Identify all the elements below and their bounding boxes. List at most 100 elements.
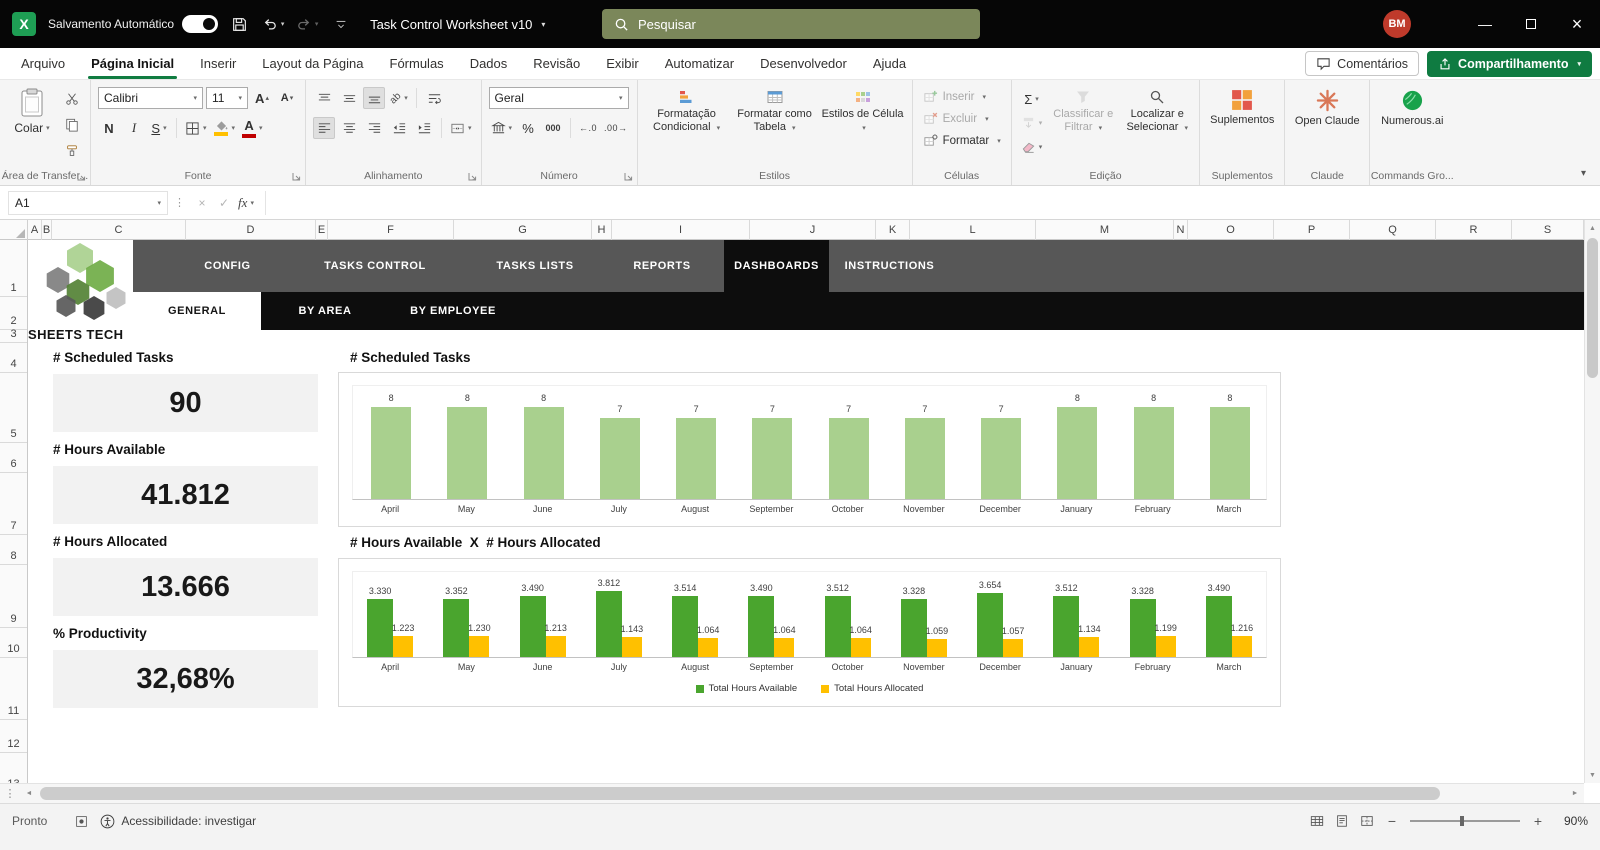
nav-tab-dashboards[interactable]: DASHBOARDS [724,240,829,292]
row-header-3[interactable]: 3 [0,328,27,343]
percent-style-button[interactable]: % [522,120,534,136]
column-header-G[interactable]: G [454,220,592,240]
ribbon-tab-exibir[interactable]: Exibir [606,56,639,71]
merge-center-button[interactable]: ▾ [448,117,474,139]
column-header-B[interactable]: B [42,220,52,240]
maximize-button[interactable] [1508,0,1554,48]
accounting-format-button[interactable]: ▾ [489,117,515,139]
column-header-P[interactable]: P [1274,220,1350,240]
autosave-control[interactable]: Salvamento Automático [48,15,219,33]
column-header-L[interactable]: L [910,220,1036,240]
copy-button[interactable] [61,114,83,136]
alignment-dialog-launcher[interactable] [468,172,477,181]
page-break-view-button[interactable] [1360,814,1374,828]
quick-access-customize-button[interactable] [328,9,354,39]
comments-button[interactable]: Comentários [1305,51,1420,76]
fill-color-button[interactable]: ▾ [212,117,238,139]
conditional-formatting-button[interactable]: Formatação Condicional ▾ [645,86,729,135]
numerous-button[interactable]: Numerous.ai [1377,86,1447,128]
row-header-13[interactable]: 13 [0,753,27,783]
column-header-A[interactable]: A [28,220,42,240]
nav-tab-reports[interactable]: REPORTS [633,260,691,272]
nav-tab-tasks-control[interactable]: TASKS CONTROL [324,260,426,272]
column-header-R[interactable]: R [1436,220,1512,240]
chart-scheduled-tasks[interactable]: 8 8 8 7 7 7 7 7 7 8 8 8 April May June July August Septe… [338,372,1281,527]
format-as-table-button[interactable]: Formatar como Tabela ▾ [733,86,817,135]
borders-button[interactable]: ▾ [183,117,209,139]
font-size-select[interactable]: 11 ▾ [206,87,248,109]
addins-button[interactable]: Suplementos [1207,86,1277,127]
row-header-2[interactable]: 2 [0,297,27,330]
clipboard-dialog-launcher[interactable] [77,172,86,181]
autosave-toggle[interactable] [182,15,219,33]
row-header-12[interactable]: 12 [0,720,27,753]
excel-app-icon[interactable]: X [12,12,36,36]
collapse-ribbon-button[interactable]: ▾ [1580,168,1586,179]
kpi-value-hours-available[interactable]: 41.812 [53,466,318,524]
avatar[interactable]: BM [1383,10,1411,38]
ribbon-tab-arquivo[interactable]: Arquivo [21,56,66,71]
scroll-left-arrow[interactable]: ◄ [25,790,33,797]
ribbon-tab-f-rmulas[interactable]: Fórmulas [389,56,444,71]
italic-button[interactable]: I [131,120,137,135]
align-center-button[interactable] [338,117,360,139]
delete-cells-button[interactable]: Excluir ▾ [920,108,992,129]
vertical-scrollbar-thumb[interactable] [1587,238,1598,378]
align-left-button[interactable] [313,117,335,139]
horizontal-scrollbar[interactable]: ⋮ ◄ ► [0,783,1584,803]
ribbon-tab-desenvolvedor[interactable]: Desenvolvedor [760,56,847,71]
zoom-in-button[interactable]: + [1533,813,1543,829]
grow-font-button[interactable]: A ▴ [251,87,273,109]
column-header-I[interactable]: I [612,220,750,240]
ribbon-tab-automatizar[interactable]: Automatizar [664,56,735,71]
row-header-9[interactable]: 9 [0,565,27,628]
font-dialog-launcher[interactable] [292,172,301,181]
row-header-8[interactable]: 8 [0,535,27,565]
nav-tab-tasks-lists[interactable]: TASKS LISTS [496,260,574,272]
align-bottom-button[interactable] [363,87,385,109]
ribbon-tab-dados[interactable]: Dados [469,56,508,71]
sub-tab-general[interactable]: GENERAL [133,292,261,330]
bold-button[interactable]: N [104,120,114,136]
row-header-10[interactable]: 10 [0,628,27,658]
confirm-entry-button[interactable]: ✓ [218,195,230,210]
ribbon-tab-layout-da-p-gina[interactable]: Layout da Página [262,56,364,71]
align-middle-button[interactable] [338,87,360,109]
search-box[interactable]: Pesquisar [602,9,980,39]
scroll-right-arrow[interactable]: ► [1571,790,1579,797]
undo-button[interactable]: ▾ [260,9,286,39]
cell-styles-button[interactable]: Estilos de Célula ▾ [821,86,905,135]
wrap-text-button[interactable] [423,87,445,109]
name-box[interactable]: A1 ▾ [8,190,168,215]
cut-button[interactable] [61,88,83,110]
sheet-canvas[interactable]: SHEETS TECH CONFIG TASKS CONTROL TASKS LIS… [28,240,1584,783]
row-header-6[interactable]: 6 [0,443,27,473]
autosum-button[interactable]: Σ ▾ [1019,88,1045,110]
column-header-D[interactable]: D [186,220,316,240]
zoom-slider[interactable] [1410,814,1520,828]
ribbon-tab-ajuda[interactable]: Ajuda [872,56,907,71]
row-header-11[interactable]: 11 [0,658,27,720]
row-header-4[interactable]: 4 [0,343,27,373]
column-header-Q[interactable]: Q [1350,220,1436,240]
increase-decimal-button[interactable]: ←.0 [577,117,599,139]
align-right-button[interactable] [363,117,385,139]
font-family-select[interactable]: Calibri ▾ [98,87,203,109]
column-header-J[interactable]: J [750,220,876,240]
horizontal-scrollbar-thumb[interactable] [40,787,1440,800]
find-select-button[interactable]: Localizar e Selecionar ▾ [1122,86,1192,135]
page-layout-view-button[interactable] [1335,814,1349,828]
column-header-M[interactable]: M [1036,220,1174,240]
document-title[interactable]: Task Control Worksheet v10 ▾ [370,17,545,32]
column-header-H[interactable]: H [592,220,612,240]
sort-filter-button[interactable]: Classificar e Filtrar ▾ [1048,86,1118,135]
nav-tab-config[interactable]: CONFIG [204,260,251,272]
redo-button[interactable]: ▾ [294,9,320,39]
format-painter-button[interactable] [61,140,83,162]
zoom-level[interactable]: 90% [1563,814,1588,828]
sub-tab-by-area[interactable]: BY AREA [298,305,352,317]
column-header-E[interactable]: E [316,220,328,240]
horizontal-scroll-track[interactable] [38,784,1566,803]
formula-input[interactable] [265,190,1590,215]
name-box-resizer[interactable]: ⋮ [174,197,185,209]
